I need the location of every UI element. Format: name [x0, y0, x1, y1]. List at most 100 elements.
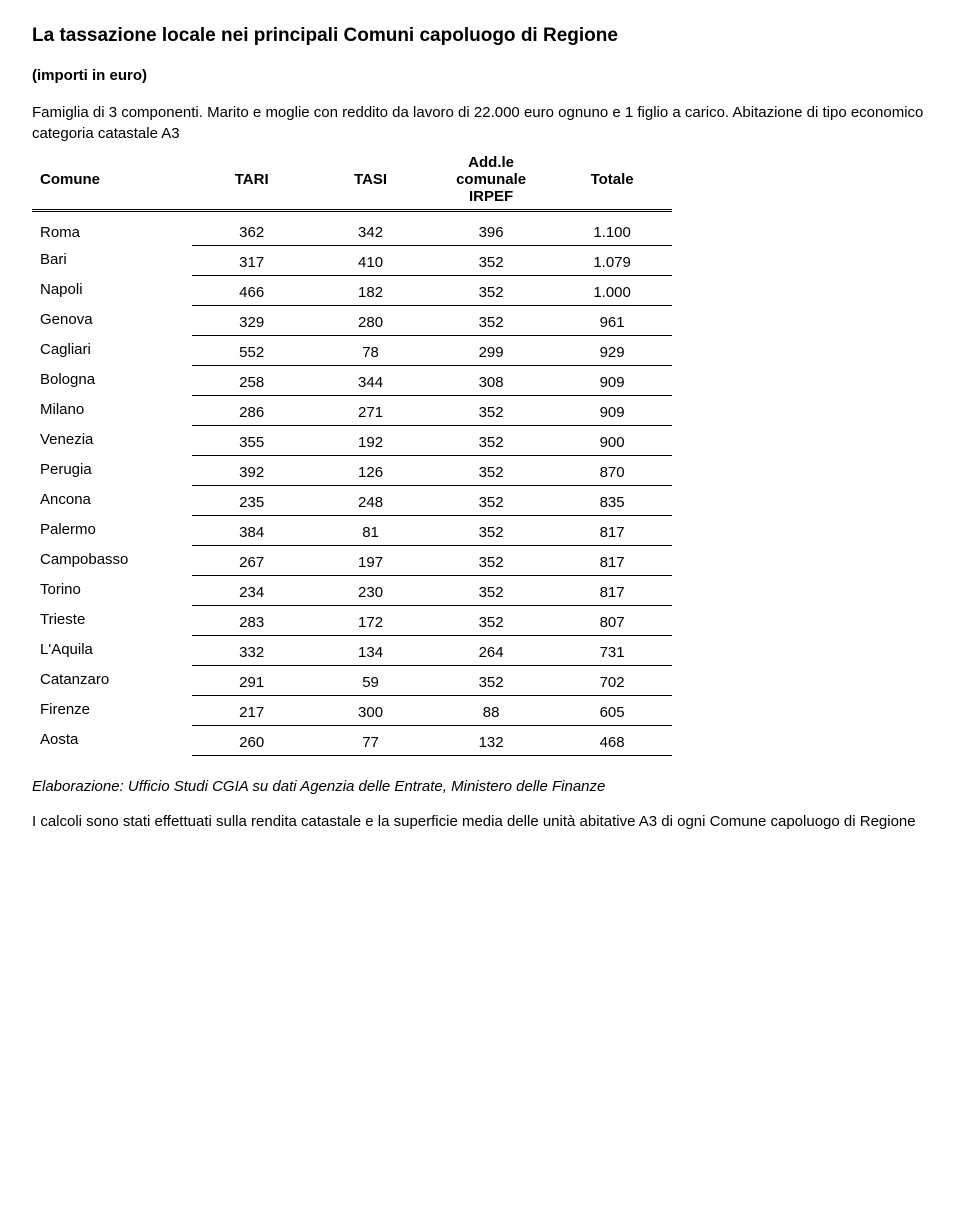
- table-row: Perugia392126352870: [32, 455, 672, 485]
- value-cell: 342: [311, 210, 430, 245]
- city-cell: Aosta: [32, 725, 192, 755]
- city-cell: Catanzaro: [32, 665, 192, 695]
- value-cell: 286: [192, 395, 311, 425]
- value-cell: 352: [430, 455, 552, 485]
- value-cell: 283: [192, 605, 311, 635]
- city-cell: Genova: [32, 305, 192, 335]
- city-cell: Torino: [32, 575, 192, 605]
- city-cell: Firenze: [32, 695, 192, 725]
- city-cell: Venezia: [32, 425, 192, 455]
- value-cell: 900: [552, 425, 672, 455]
- value-cell: 909: [552, 365, 672, 395]
- table-row: Napoli4661823521.000: [32, 275, 672, 305]
- value-cell: 317: [192, 245, 311, 275]
- value-cell: 134: [311, 635, 430, 665]
- city-cell: Milano: [32, 395, 192, 425]
- table-row: Catanzaro29159352702: [32, 665, 672, 695]
- value-cell: 835: [552, 485, 672, 515]
- city-cell: Perugia: [32, 455, 192, 485]
- value-cell: 81: [311, 515, 430, 545]
- value-cell: 396: [430, 210, 552, 245]
- table-row: Palermo38481352817: [32, 515, 672, 545]
- value-cell: 260: [192, 725, 311, 755]
- table-row: L'Aquila332134264731: [32, 635, 672, 665]
- city-cell: Cagliari: [32, 335, 192, 365]
- elaboration-note: Elaborazione: Ufficio Studi CGIA su dati…: [32, 776, 928, 797]
- col-comune: Comune: [32, 150, 192, 211]
- value-cell: 552: [192, 335, 311, 365]
- methodology-note: I calcoli sono stati effettuati sulla re…: [32, 811, 928, 832]
- city-cell: Palermo: [32, 515, 192, 545]
- value-cell: 182: [311, 275, 430, 305]
- table-row: Trieste283172352807: [32, 605, 672, 635]
- value-cell: 909: [552, 395, 672, 425]
- value-cell: 217: [192, 695, 311, 725]
- table-row: Torino234230352817: [32, 575, 672, 605]
- value-cell: 291: [192, 665, 311, 695]
- table-row: Ancona235248352835: [32, 485, 672, 515]
- value-cell: 362: [192, 210, 311, 245]
- table-header-row: Comune TARI TASI Add.le comunale IRPEF T…: [32, 150, 672, 211]
- value-cell: 352: [430, 545, 552, 575]
- city-cell: Bologna: [32, 365, 192, 395]
- subtitle: (importi in euro): [32, 67, 928, 84]
- value-cell: 77: [311, 725, 430, 755]
- value-cell: 332: [192, 635, 311, 665]
- value-cell: 817: [552, 515, 672, 545]
- city-cell: Bari: [32, 245, 192, 275]
- value-cell: 352: [430, 605, 552, 635]
- value-cell: 929: [552, 335, 672, 365]
- value-cell: 605: [552, 695, 672, 725]
- value-cell: 264: [430, 635, 552, 665]
- value-cell: 248: [311, 485, 430, 515]
- value-cell: 329: [192, 305, 311, 335]
- tax-table: Comune TARI TASI Add.le comunale IRPEF T…: [32, 150, 672, 756]
- col-tari: TARI: [192, 150, 311, 211]
- value-cell: 468: [552, 725, 672, 755]
- value-cell: 1.100: [552, 210, 672, 245]
- value-cell: 299: [430, 335, 552, 365]
- value-cell: 344: [311, 365, 430, 395]
- value-cell: 234: [192, 575, 311, 605]
- value-cell: 466: [192, 275, 311, 305]
- value-cell: 78: [311, 335, 430, 365]
- value-cell: 172: [311, 605, 430, 635]
- value-cell: 300: [311, 695, 430, 725]
- value-cell: 88: [430, 695, 552, 725]
- page-title: La tassazione locale nei principali Comu…: [32, 24, 928, 49]
- value-cell: 192: [311, 425, 430, 455]
- value-cell: 308: [430, 365, 552, 395]
- city-cell: Campobasso: [32, 545, 192, 575]
- value-cell: 126: [311, 455, 430, 485]
- value-cell: 352: [430, 425, 552, 455]
- city-cell: Roma: [32, 210, 192, 245]
- value-cell: 961: [552, 305, 672, 335]
- table-row: Cagliari55278299929: [32, 335, 672, 365]
- value-cell: 817: [552, 575, 672, 605]
- value-cell: 870: [552, 455, 672, 485]
- col-totale: Totale: [552, 150, 672, 211]
- table-row: Genova329280352961: [32, 305, 672, 335]
- city-cell: Trieste: [32, 605, 192, 635]
- description: Famiglia di 3 componenti. Marito e mogli…: [32, 102, 928, 144]
- value-cell: 352: [430, 575, 552, 605]
- value-cell: 731: [552, 635, 672, 665]
- col-tasi: TASI: [311, 150, 430, 211]
- table-row: Campobasso267197352817: [32, 545, 672, 575]
- value-cell: 267: [192, 545, 311, 575]
- city-cell: Ancona: [32, 485, 192, 515]
- value-cell: 352: [430, 245, 552, 275]
- value-cell: 352: [430, 275, 552, 305]
- table-row: Roma3623423961.100: [32, 210, 672, 245]
- city-cell: L'Aquila: [32, 635, 192, 665]
- value-cell: 410: [311, 245, 430, 275]
- value-cell: 280: [311, 305, 430, 335]
- city-cell: Napoli: [32, 275, 192, 305]
- value-cell: 392: [192, 455, 311, 485]
- table-row: Aosta26077132468: [32, 725, 672, 755]
- value-cell: 384: [192, 515, 311, 545]
- value-cell: 271: [311, 395, 430, 425]
- table-row: Firenze21730088605: [32, 695, 672, 725]
- value-cell: 352: [430, 395, 552, 425]
- table-row: Bologna258344308909: [32, 365, 672, 395]
